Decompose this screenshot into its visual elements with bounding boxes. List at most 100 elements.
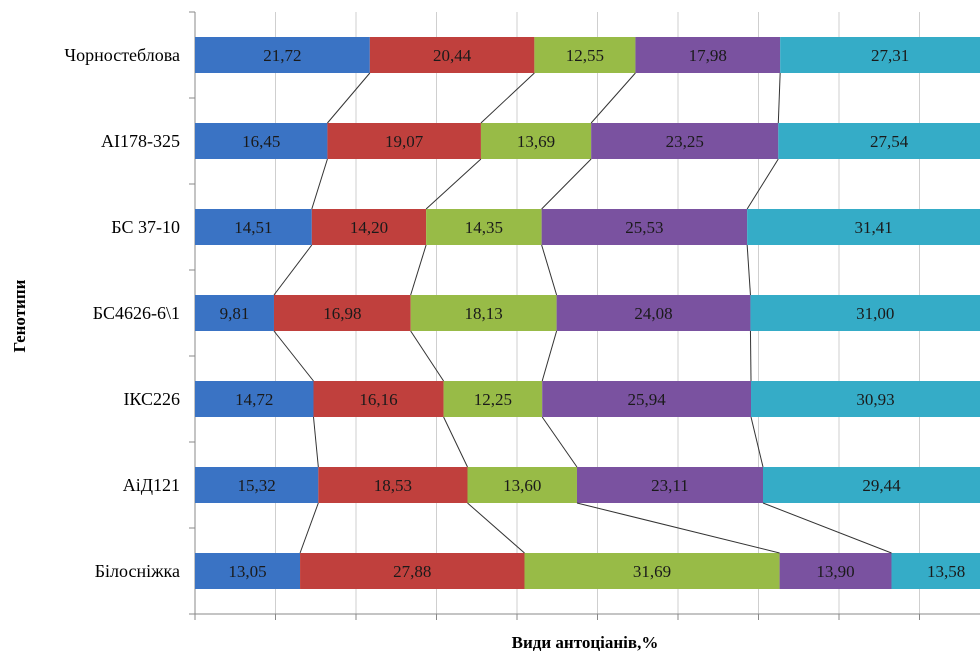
data-label: 14,72 [235,390,273,409]
bar-segment [195,209,312,245]
series-connector-line [590,72,636,124]
data-label: 16,16 [359,390,397,409]
bar-segment [300,553,525,589]
bar-segment [541,209,748,245]
data-label: 19,07 [385,132,424,151]
bar-segment [542,381,752,417]
category-label: БС 37-10 [111,217,180,237]
series-connector-line [750,416,764,468]
bar-segment [891,553,980,589]
bar-segment [426,209,542,245]
bar-segment [763,467,980,503]
bar-segment [480,123,592,159]
data-label: 25,94 [627,390,666,409]
bar-segment [443,381,543,417]
bar-segment [369,37,535,73]
data-label: 16,98 [323,304,361,323]
data-label: 13,58 [927,562,965,581]
series-connector-line [273,244,313,296]
series-connector-line [541,158,592,210]
data-label: 13,90 [816,562,854,581]
data-label: 14,20 [350,218,388,237]
series-connector-line [425,158,482,210]
data-label: 31,69 [633,562,671,581]
bar-segment [273,295,411,331]
series-connector-line [299,502,319,554]
bar-segment [780,37,980,73]
series-connector-line [480,72,535,124]
bar-segment [556,295,751,331]
data-label: 25,53 [625,218,663,237]
series-connector-line [311,158,328,210]
bar-segment [534,37,636,73]
data-label: 23,25 [666,132,704,151]
data-label: 27,88 [393,562,431,581]
bar-segment [778,123,980,159]
bar-segment [524,553,780,589]
data-label: 23,11 [651,476,689,495]
series-connector-line [762,502,892,554]
data-label: 13,69 [517,132,555,151]
data-label: 31,41 [854,218,892,237]
category-label: БС4626-6\1 [93,303,180,323]
bar-segment [576,467,764,503]
data-label: 27,31 [871,46,909,65]
series-connector-line [777,72,781,124]
data-label: 24,08 [634,304,672,323]
data-labels: 21,72 20,44 12,55 17,98 27,31 16,45 19,07 13,69… [220,46,966,581]
series-connector-line [541,416,578,468]
data-label: 15,32 [238,476,276,495]
series-connector-lines [273,72,892,554]
series-connector-line [327,72,371,124]
bar-segment [313,381,444,417]
series-connector-line [749,330,752,382]
bar-segment [747,209,980,245]
data-label: 16,45 [242,132,280,151]
bar-segment [195,381,314,417]
series-connector-line [541,330,558,382]
data-label: 13,05 [228,562,266,581]
series-connector-line [443,416,468,468]
bar-segment [327,123,481,159]
bar-segment [195,123,328,159]
bar-segment [195,553,301,589]
data-label: 29,44 [862,476,901,495]
bar-segment [467,467,577,503]
bar-segment [410,295,557,331]
category-label: АіД121 [123,475,180,495]
category-label: АІ178-325 [101,131,180,151]
category-label: Чорностеблова [64,45,180,65]
data-label: 30,93 [856,390,894,409]
data-label: 27,54 [870,132,909,151]
series-connector-line [541,244,558,296]
category-label: Білосніжка [95,561,180,581]
series-connector-line [312,416,319,468]
bar-segment [750,295,980,331]
category-label: ІКС226 [123,389,180,409]
data-label: 17,98 [689,46,727,65]
data-label: 18,13 [465,304,503,323]
series-connector-line [746,244,751,296]
bar-segment [195,295,274,331]
series-connector-line [273,330,314,382]
data-label: 20,44 [433,46,472,65]
bar-segment [751,381,980,417]
bar-segment [591,123,779,159]
bar-segment [195,467,319,503]
data-label: 21,72 [263,46,301,65]
data-label: 18,53 [374,476,412,495]
bar-segment [318,467,468,503]
bar-segment [311,209,427,245]
data-label: 12,55 [566,46,604,65]
bar-segment [779,553,892,589]
series-connector-line [410,330,445,382]
series-connector-line [410,244,427,296]
series-connector-line [746,158,779,210]
data-label: 13,60 [503,476,541,495]
y-axis-title: Генотипи [10,279,29,352]
bar-segment [195,37,370,73]
bars [195,37,980,589]
category-labels: Чорностеблова АІ178-325 БС 37-10 БС4626-6\1… [64,45,180,581]
bar-segment [635,37,781,73]
